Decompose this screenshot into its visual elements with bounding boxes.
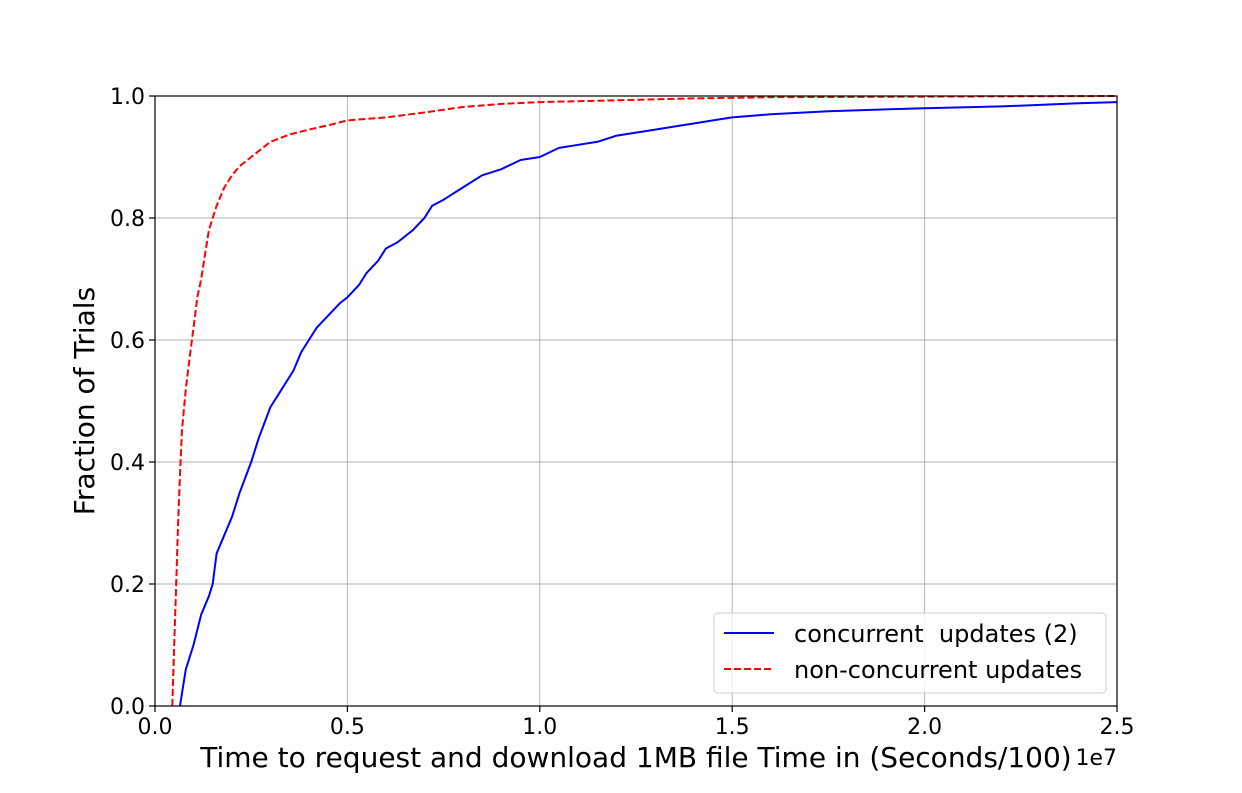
y-tick-label: 0.2 — [110, 573, 145, 598]
series-line-concurrent — [179, 101, 1118, 707]
legend: concurrent updates (2) non-concurrent up… — [713, 612, 1107, 694]
x-tick-label: 0.5 — [330, 715, 365, 740]
series-layer — [171, 95, 1118, 707]
legend-box — [713, 612, 1107, 694]
y-tick-label: 0.0 — [110, 695, 145, 720]
x-axis-ticks: 0.0 0.5 1.0 1.5 2.0 2.5 — [138, 706, 1135, 740]
plot-frame — [154, 95, 1118, 707]
x-tick-label: 0.0 — [138, 715, 173, 740]
series-line-non-concurrent — [171, 95, 1118, 707]
legend-label-concurrent: concurrent updates (2) — [794, 620, 1078, 648]
y-tick-label: 0.8 — [110, 207, 145, 232]
x-axis-offset-label: 1e7 — [1075, 746, 1117, 771]
x-tick-label: 1.0 — [522, 715, 557, 740]
x-axis-label: Time to request and download 1MB file Ti… — [199, 741, 1071, 774]
y-tick-label: 0.6 — [110, 329, 145, 354]
x-tick-label: 1.5 — [715, 715, 750, 740]
x-tick-label: 2.5 — [1100, 715, 1135, 740]
y-tick-label: 0.4 — [110, 451, 145, 476]
legend-label-non-concurrent: non-concurrent updates — [794, 656, 1082, 684]
x-tick-label: 2.0 — [907, 715, 942, 740]
y-axis-ticks: 0.0 0.2 0.4 0.6 0.8 1.0 — [110, 85, 155, 720]
y-tick-label: 1.0 — [110, 85, 145, 110]
y-axis-label: Fraction of Trials — [68, 287, 101, 515]
